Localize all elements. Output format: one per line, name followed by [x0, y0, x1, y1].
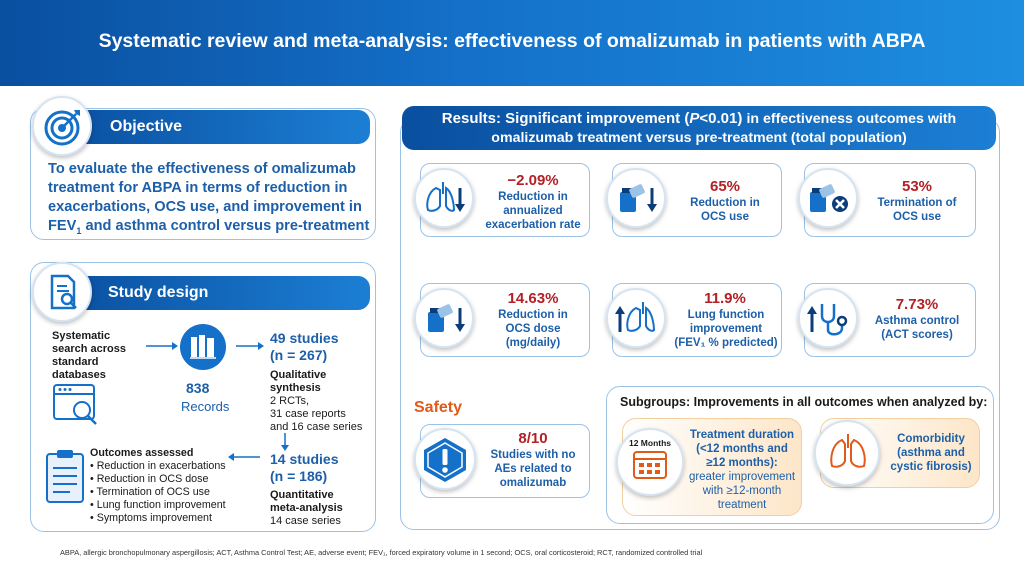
objective-text: To evaluate the effectiveness of omalizu…: [48, 160, 374, 241]
result-label: Asthma control (ACT scores): [874, 315, 960, 341]
studies1: 49 studies (n = 267): [270, 330, 339, 363]
document-search-icon: [32, 262, 92, 322]
list-item: • Symptoms improvement: [90, 512, 212, 524]
objective-heading-pill: Objective: [60, 110, 370, 144]
quantitative-meta-analysis: Quantitative meta-analysis 14 case serie…: [270, 489, 343, 527]
warning-icon: [414, 428, 476, 490]
safety-heading: Safety: [414, 399, 463, 416]
list-item: • Lung function improvement: [90, 499, 226, 511]
pills-down-icon: [414, 288, 474, 348]
result-label: Termination of OCS use: [877, 197, 957, 223]
records-label: Records: [181, 399, 230, 414]
objective-heading: Objective: [110, 118, 183, 135]
records-count: 838: [186, 380, 210, 396]
subgroups-title: Subgroups: Improvements in all outcomes …: [620, 395, 988, 409]
list-item: • Reduction in OCS dose: [90, 473, 209, 485]
arrow-down-icon: [281, 433, 289, 451]
result-value: 65%: [709, 178, 741, 195]
safety-label: Studies with no AEs related to omalizumab: [490, 449, 576, 489]
result-value: −2.09%: [507, 172, 559, 189]
clipboard-icon: [46, 450, 84, 503]
page-title: Systematic review and meta-analysis: eff…: [98, 30, 926, 52]
result-label: Reduction in OCS dose (mg/daily): [498, 309, 568, 349]
target-icon: [32, 96, 92, 156]
result-value: 11.9%: [704, 290, 746, 307]
footnote: ABPA, allergic bronchopulmonary aspergil…: [60, 548, 703, 557]
result-value: 7.73%: [895, 296, 939, 313]
header-banner: Systematic review and meta-analysis: eff…: [0, 0, 1024, 86]
pills-stop-icon: [798, 168, 858, 228]
calendar-label: 12 Months: [628, 438, 672, 448]
arrow-right-icon: [236, 342, 264, 350]
list-item: • Termination of OCS use: [90, 486, 210, 498]
records-icon: [180, 324, 226, 370]
result-value: 53%: [901, 178, 933, 195]
pills-down-icon: [606, 168, 666, 228]
results-title: Results: Significant improvement (P<0.01…: [402, 106, 996, 150]
lungs-down-icon: [414, 168, 474, 228]
search-text: Systematic search across standard databa…: [52, 330, 126, 381]
stethoscope-up-icon: [798, 288, 858, 348]
studies2: 14 studies (n = 186): [270, 451, 339, 484]
duration-text: Treatment duration (<12 months and ≥12 m…: [688, 429, 796, 511]
comorbidity-text: Comorbidity (asthma and cystic fibrosis): [890, 433, 972, 473]
objective-line: treatment for ABPA in terms of reduction…: [48, 180, 348, 196]
study-design-heading: Study design: [108, 284, 209, 301]
safety-value: 8/10: [518, 430, 548, 447]
objective-line: To evaluate the effectiveness of omalizu…: [48, 161, 356, 177]
arrow-right-icon: [146, 342, 178, 350]
lungs-icon: [814, 420, 880, 486]
calendar-icon: 12 Months: [616, 428, 684, 496]
lungs-up-icon: [606, 288, 666, 348]
objective-line: exacerbations, OCS use, and improvement …: [48, 199, 362, 215]
result-label: Lung function improvement (FEV₁ % predicte…: [674, 309, 778, 349]
result-value: 14.63%: [507, 290, 559, 307]
objective-line: FEV1 and asthma control versus pre-treat…: [48, 218, 370, 236]
list-item: • Reduction in exacerbations: [90, 460, 226, 472]
study-design-heading-pill: Study design: [60, 276, 370, 310]
qualitative-synthesis: Qualitative synthesis 2 RCTs, 31 case re…: [270, 369, 363, 433]
browser-search-icon: [53, 384, 97, 425]
result-label: Reduction in annualized exacerbation rate: [485, 191, 581, 231]
result-label: Reduction in OCS use: [690, 197, 760, 223]
outcomes-list: Outcomes assessed • Reduction in exacerb…: [90, 447, 226, 524]
arrow-left-icon: [228, 453, 260, 461]
